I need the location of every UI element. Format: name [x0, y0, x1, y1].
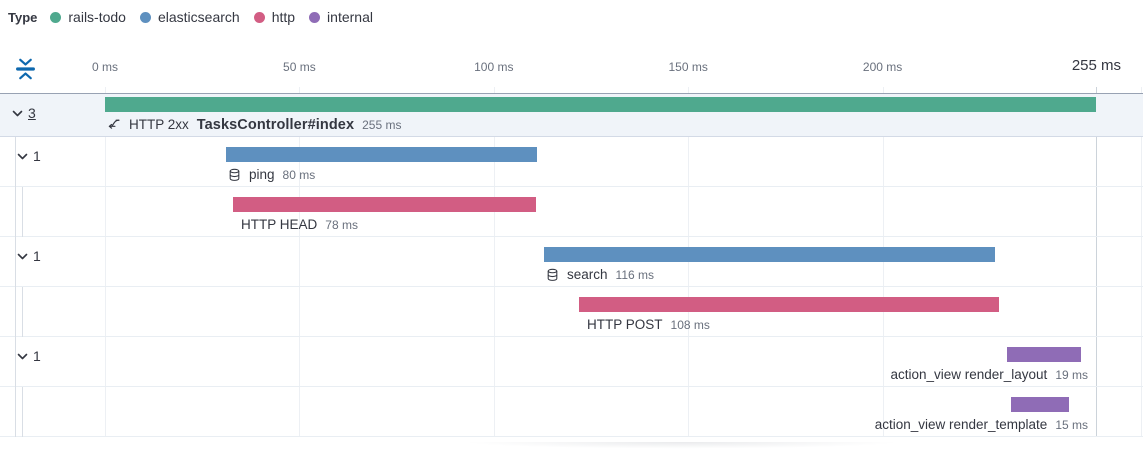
duration-label: 108 ms: [670, 317, 710, 332]
duration-label: 15 ms: [1055, 417, 1088, 432]
legend-label: rails-todo: [68, 9, 126, 25]
span-name: HTTP POST: [587, 317, 663, 332]
span-bar[interactable]: [544, 247, 995, 262]
axis-tick-label: 0 ms: [91, 60, 119, 74]
span-name: ping: [249, 167, 275, 182]
span-bar[interactable]: [1011, 397, 1069, 412]
span-row: [0, 387, 1143, 437]
legend-item-rails-todo[interactable]: rails-todo: [50, 9, 126, 25]
accordion-connector-line: [15, 137, 16, 437]
span-name: action_view render_template: [874, 417, 1048, 432]
duration-label: 19 ms: [1055, 367, 1088, 382]
duration-label: 80 ms: [282, 167, 316, 182]
span-label: ping 80 ms: [228, 166, 315, 183]
chevron-down-icon: [16, 150, 29, 163]
span-row: [0, 137, 1143, 187]
toggle-children-button[interactable]: 1: [16, 248, 41, 264]
legend-dot-icon: [139, 11, 151, 23]
axis-tick-label: 100 ms: [474, 60, 514, 74]
span-row: [0, 337, 1143, 387]
gridline: [688, 87, 689, 437]
legend-dot-icon: [50, 11, 62, 23]
span-label: search 116 ms: [546, 266, 654, 283]
span-bar[interactable]: [1007, 347, 1081, 362]
chevron-down-icon: [16, 250, 29, 263]
children-count: 1: [33, 248, 41, 264]
axis-tick-label: 200 ms: [862, 60, 903, 74]
result-prefix: HTTP 2xx: [129, 117, 189, 132]
gridline: [1141, 87, 1142, 437]
axis-tick-label: 150 ms: [668, 60, 708, 74]
database-icon: [228, 168, 241, 182]
legend-item-internal[interactable]: internal: [309, 9, 373, 25]
span-row: [0, 237, 1143, 287]
duration-label: 78 ms: [325, 217, 358, 232]
bottom-shadow: [408, 442, 956, 449]
span-label: HTTP POST 108 ms: [587, 316, 710, 333]
collapse-timeline-button[interactable]: [13, 55, 38, 83]
span-row: [0, 187, 1143, 237]
span-row: [0, 287, 1143, 337]
span-bar[interactable]: [579, 297, 999, 312]
chevron-down-icon: [16, 350, 29, 363]
span-label: action_view render_template 15 ms: [875, 416, 1088, 433]
axis-tick-label: 255 ms: [1071, 57, 1122, 74]
transaction-name: TasksController#index: [196, 116, 355, 133]
span-name: HTTP HEAD: [241, 217, 318, 232]
toggle-children-button[interactable]: 3: [11, 105, 36, 121]
children-count: 1: [33, 348, 41, 364]
accordion-connector-line: [22, 287, 23, 337]
legend-label: internal: [327, 9, 373, 25]
children-count: 3: [28, 105, 36, 121]
accordion-connector-line: [22, 187, 23, 237]
span-name: action_view render_layout: [890, 367, 1048, 382]
gridline: [883, 87, 884, 437]
fold-icon: [15, 58, 36, 84]
gridline: [1096, 87, 1097, 437]
accordion-connector-line: [22, 387, 23, 437]
transaction-bar[interactable]: [105, 97, 1096, 112]
legend-items: rails-todo elasticsearch http internal: [50, 9, 373, 25]
legend-dot-icon: [309, 11, 321, 23]
legend-title: Type: [8, 9, 38, 25]
span-label: action_view render_layout 19 ms: [890, 366, 1088, 383]
legend-label: http: [271, 9, 296, 25]
transaction-label: HTTP 2xx TasksController#index 255 ms: [107, 116, 401, 133]
gridline: [105, 87, 106, 437]
legend-item-http[interactable]: http: [253, 9, 296, 25]
type-legend: Type rails-todo elasticsearch http internal: [8, 9, 373, 25]
database-icon: [546, 268, 559, 282]
gridline: [299, 87, 300, 437]
span-bar[interactable]: [226, 147, 537, 162]
axis-tick-label: 50 ms: [283, 60, 316, 74]
span-name: search: [567, 267, 608, 282]
span-bar[interactable]: [233, 197, 536, 212]
duration-label: 116 ms: [615, 267, 654, 282]
toggle-children-button[interactable]: 1: [16, 348, 41, 364]
toggle-children-button[interactable]: 1: [16, 148, 41, 164]
legend-dot-icon: [253, 11, 265, 23]
legend-label: elasticsearch: [157, 9, 240, 25]
duration-label: 255 ms: [362, 117, 402, 132]
children-count: 1: [33, 148, 41, 164]
gridline: [494, 87, 495, 437]
transaction-icon: [107, 118, 121, 132]
legend-item-elasticsearch[interactable]: elasticsearch: [139, 9, 240, 25]
span-label: HTTP HEAD 78 ms: [241, 216, 358, 233]
chevron-down-icon: [11, 107, 24, 120]
